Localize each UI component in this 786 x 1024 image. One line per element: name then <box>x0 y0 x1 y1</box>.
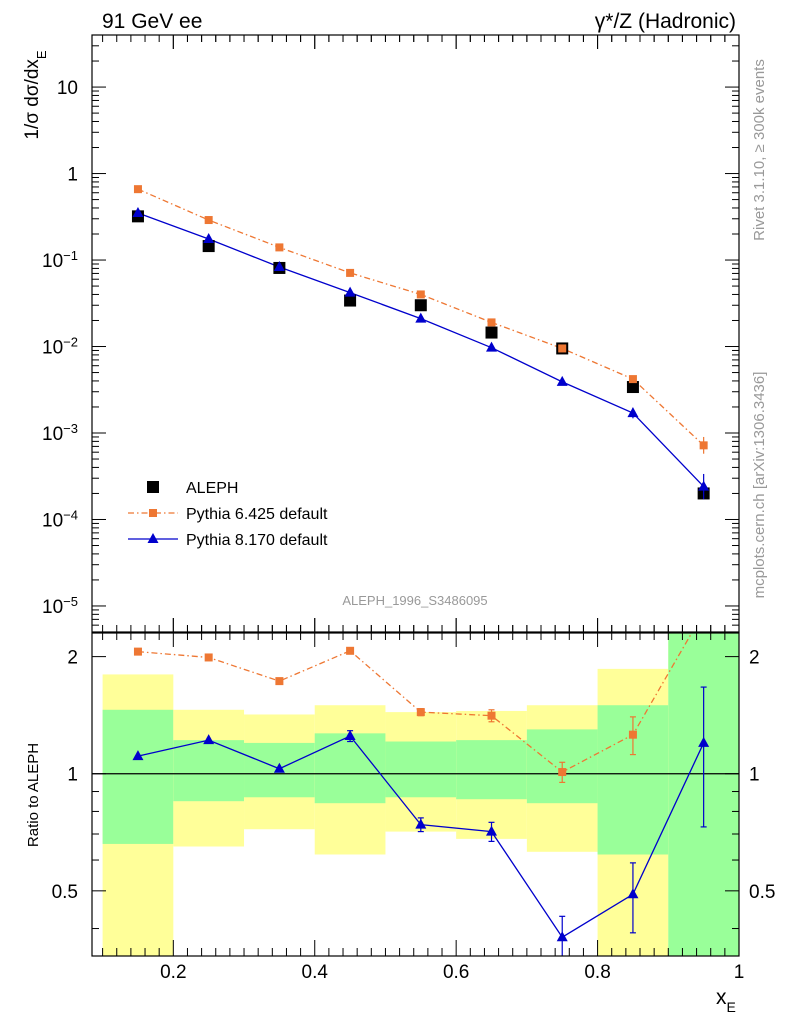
ratio-xtick-label: 1 <box>734 962 745 983</box>
main-ylabel: 1/σ dσ/dxE <box>22 50 49 140</box>
pythia8-point <box>132 206 144 217</box>
pythia6-point <box>133 185 142 194</box>
legend-pythia8-marker <box>147 533 159 543</box>
ratio-pythia6-point <box>416 708 425 717</box>
ratio-pythia8-point <box>132 750 144 761</box>
x-axis-label: xE <box>716 986 736 1015</box>
ratio-ytick-label: 2 <box>67 648 78 669</box>
rivet-version-text: Rivet 3.1.10, ≥ 300k events <box>751 59 768 241</box>
band-green-bin <box>385 741 457 798</box>
ratio-axis-ticks: 0.5 0.5 1 1 2 2 0.2 0.4 0.6 0.8 1 <box>52 633 775 983</box>
pythia8-point <box>556 375 568 386</box>
ratio-pythia6-point <box>487 711 496 720</box>
mcplots-text: mcplots.cern.ch [arXiv:1306.3436] <box>751 372 768 599</box>
pythia6-point <box>487 318 496 327</box>
ratio-pythia8-point <box>627 888 639 899</box>
header-left: 91 GeV ee <box>102 10 202 33</box>
ratio-xtick-label: 0.2 <box>160 962 186 983</box>
pythia6-point <box>204 216 213 225</box>
ratio-ylabel: Ratio to ALEPH <box>25 743 42 847</box>
pythia6-point <box>628 375 637 384</box>
pythia8-point <box>203 233 215 244</box>
ratio-ytick-label: 0.5 <box>52 882 78 903</box>
main-ytick-label: 10−2 <box>42 334 78 359</box>
pythia8-point <box>344 286 356 297</box>
band-green-bin <box>173 740 245 802</box>
legend-label: Pythia 6.425 default <box>186 506 328 523</box>
ratio-ytick-label-right: 1 <box>749 765 760 786</box>
ratio-pythia8-point <box>273 762 285 773</box>
pythia8-point <box>698 480 710 491</box>
main-ytick-label: 10 <box>57 78 78 99</box>
analysis-watermark: ALEPH_1996_S3486095 <box>342 593 487 608</box>
main-ytick-label: 10−4 <box>42 507 78 532</box>
ratio-pythia8-point <box>415 818 427 829</box>
band-green-bin <box>314 733 386 804</box>
pythia8-line <box>137 212 705 488</box>
pythia8-point <box>627 407 639 418</box>
ratio-ytick-label-right: 0.5 <box>749 882 775 903</box>
ratio-xtick-label: 0.6 <box>443 962 469 983</box>
ratio-pythia6-point <box>133 647 142 656</box>
main-axis-ticks: 10−5 10−4 10−3 10−2 10−1 1 10 <box>42 34 740 632</box>
ratio-frame <box>91 632 740 957</box>
aleph-point <box>202 240 215 253</box>
main-ytick-label: 1 <box>67 165 78 186</box>
pythia6-point <box>699 441 708 450</box>
main-ytick-label: 10−3 <box>42 421 78 446</box>
ratio-ytick-label-right: 2 <box>749 648 760 669</box>
ratio-pythia6-point <box>204 653 213 662</box>
band-green-bin <box>102 709 174 844</box>
aleph-point <box>344 294 357 307</box>
legend-label: ALEPH <box>186 480 238 497</box>
pythia6-point <box>416 290 425 299</box>
ratio-pythia6-point <box>346 646 355 655</box>
legend: ALEPH Pythia 6.425 default Pythia 8.170 de… <box>128 480 328 549</box>
ratio-pythia8-point <box>556 931 568 942</box>
band-green-bin <box>456 740 527 800</box>
ratio-ytick-label: 1 <box>67 765 78 786</box>
ratio-pythia6-point <box>275 677 284 686</box>
header-right-suffix: (Hadronic) <box>638 10 736 33</box>
pythia8-point <box>415 312 427 323</box>
header-right: γ*/Z (Hadronic) <box>595 10 736 33</box>
main-frame <box>91 34 740 633</box>
pythia6-point <box>275 243 284 252</box>
ratio-pythia6-point <box>558 768 567 777</box>
main-series <box>131 185 710 500</box>
pythia6-point <box>558 344 567 353</box>
header-right-process: γ*/Z <box>595 10 633 33</box>
legend-label: Pythia 8.170 default <box>186 532 328 549</box>
aleph-point <box>626 381 639 394</box>
main-ytick-label: 10−1 <box>42 248 78 273</box>
ratio-pythia6-point <box>628 730 637 739</box>
legend-pythia6-marker <box>149 509 157 517</box>
ratio-pythia8-point <box>698 736 710 747</box>
ratio-pythia8-point <box>203 734 215 745</box>
ratio-pythia6-point <box>700 608 708 616</box>
pythia8-point <box>486 341 498 352</box>
aleph-point <box>414 299 427 312</box>
ratio-xtick-label: 0.8 <box>584 962 610 983</box>
ratio-xtick-label: 0.4 <box>302 962 329 983</box>
ratio-bands <box>92 633 739 956</box>
ratio-pythia8-point <box>486 825 498 836</box>
pythia6-point <box>346 268 355 277</box>
ratio-pythia8-point <box>344 730 356 741</box>
main-ytick-label: 10−5 <box>42 593 78 618</box>
ratio-series <box>132 608 710 956</box>
aleph-point <box>485 326 498 339</box>
legend-aleph-marker <box>147 481 159 493</box>
pythia8-point <box>273 261 285 272</box>
